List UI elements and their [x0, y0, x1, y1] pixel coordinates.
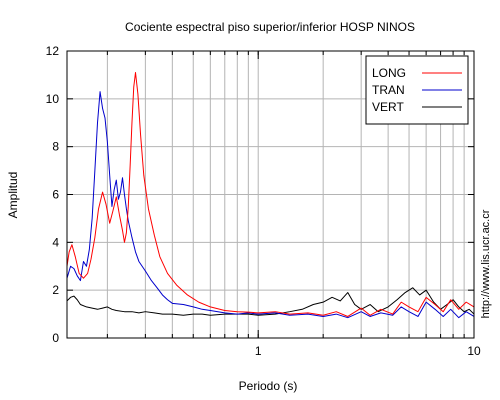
- legend: LONG TRAN VERT: [365, 55, 469, 125]
- legend-label-tran: TRAN: [372, 83, 405, 97]
- series-line-vert: [66, 287, 475, 316]
- series-lines: [66, 72, 475, 319]
- x-axis-title: Periodo (s): [239, 379, 298, 393]
- y-tick-label: 0: [52, 331, 59, 345]
- y-axis-title: Amplitud: [6, 172, 20, 219]
- chart-title: Cociente espectral piso superior/inferio…: [125, 20, 415, 34]
- y-tick-label: 6: [52, 188, 59, 202]
- axis-ticks: [67, 50, 475, 339]
- source-url: http://www.lis.ucr.ac.cr: [480, 209, 492, 318]
- x-tick-label: 10: [467, 344, 481, 358]
- tick-labels: 0 2 4 6 8 10 12 1 10: [46, 44, 481, 358]
- legend-label-vert: VERT: [372, 100, 404, 114]
- y-tick-label: 10: [46, 92, 60, 106]
- y-tick-label: 2: [52, 283, 59, 297]
- series-line-long: [66, 72, 475, 317]
- y-tick-label: 8: [52, 140, 59, 154]
- legend-label-long: LONG: [372, 66, 406, 80]
- y-tick-label: 4: [52, 235, 59, 249]
- series-line-tran: [66, 91, 475, 319]
- x-tick-label: 1: [255, 344, 262, 358]
- y-tick-label: 12: [46, 44, 60, 58]
